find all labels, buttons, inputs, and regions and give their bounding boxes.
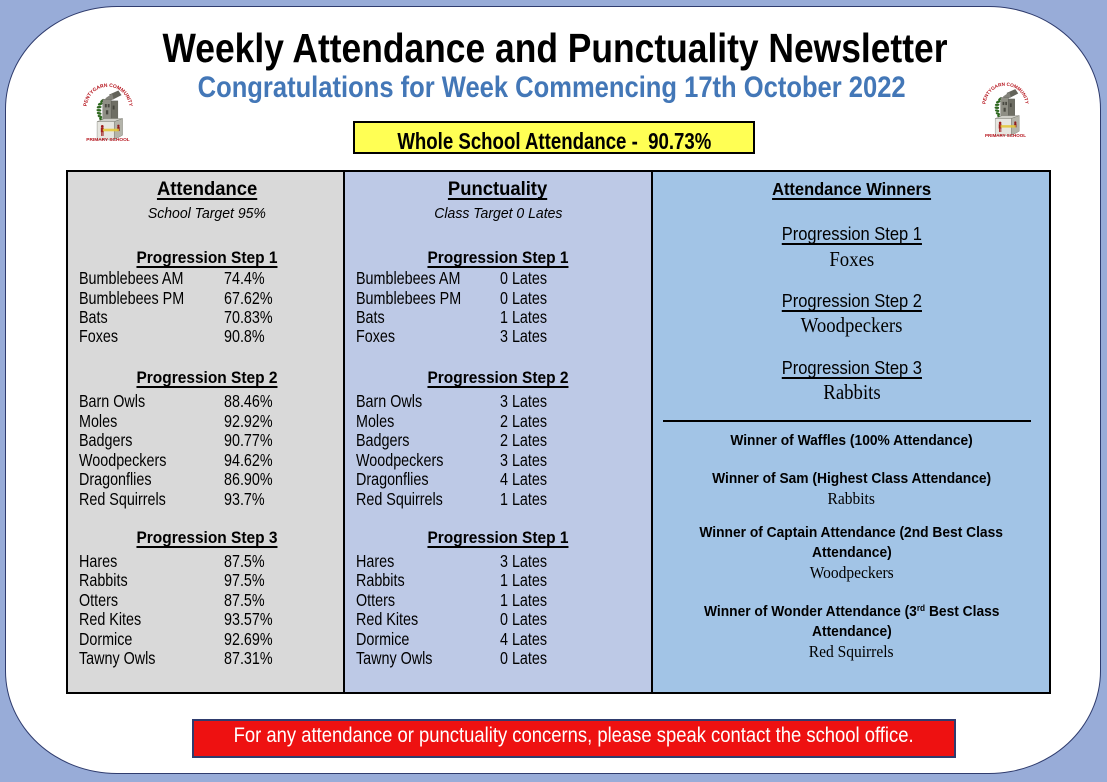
svg-text:PRIMARY SCHOOL: PRIMARY SCHOOL — [985, 133, 1026, 138]
svg-text:PRIMARY SCHOOL: PRIMARY SCHOOL — [86, 137, 130, 143]
